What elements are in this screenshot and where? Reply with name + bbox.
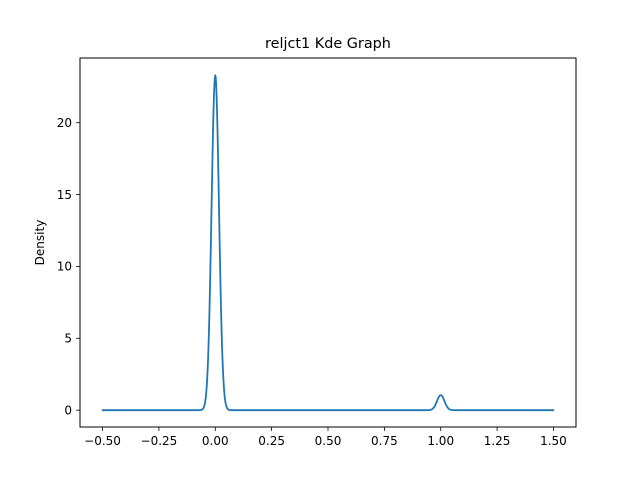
y-axis-title: Density — [33, 220, 47, 266]
y-axis-ticks: 0 5 10 15 20 — [57, 116, 80, 417]
x-axis-ticks: −0.50 −0.25 0.00 0.25 0.50 0.75 1.00 1.25 1.50 — [84, 427, 567, 448]
x-tick-label: −0.50 — [84, 434, 121, 448]
plot-area — [80, 58, 576, 427]
chart-title: reljct1 Kde Graph — [265, 36, 391, 52]
y-tick-label: 20 — [57, 116, 72, 130]
x-tick-label: 0.00 — [202, 434, 229, 448]
x-tick-label: 0.50 — [315, 434, 342, 448]
x-tick-label: 1.50 — [540, 434, 567, 448]
y-tick-label: 5 — [64, 332, 72, 346]
axes-frame — [79, 57, 577, 428]
y-tick-label: 10 — [57, 260, 72, 274]
x-tick-label: 1.25 — [484, 434, 511, 448]
x-tick-label: 0.75 — [371, 434, 398, 448]
y-tick-label: 15 — [57, 188, 72, 202]
x-tick-label: −0.25 — [141, 434, 178, 448]
x-tick-label: 1.00 — [427, 434, 454, 448]
x-tick-label: 0.25 — [258, 434, 285, 448]
y-tick-label: 0 — [64, 403, 72, 417]
density-line — [101, 74, 555, 412]
